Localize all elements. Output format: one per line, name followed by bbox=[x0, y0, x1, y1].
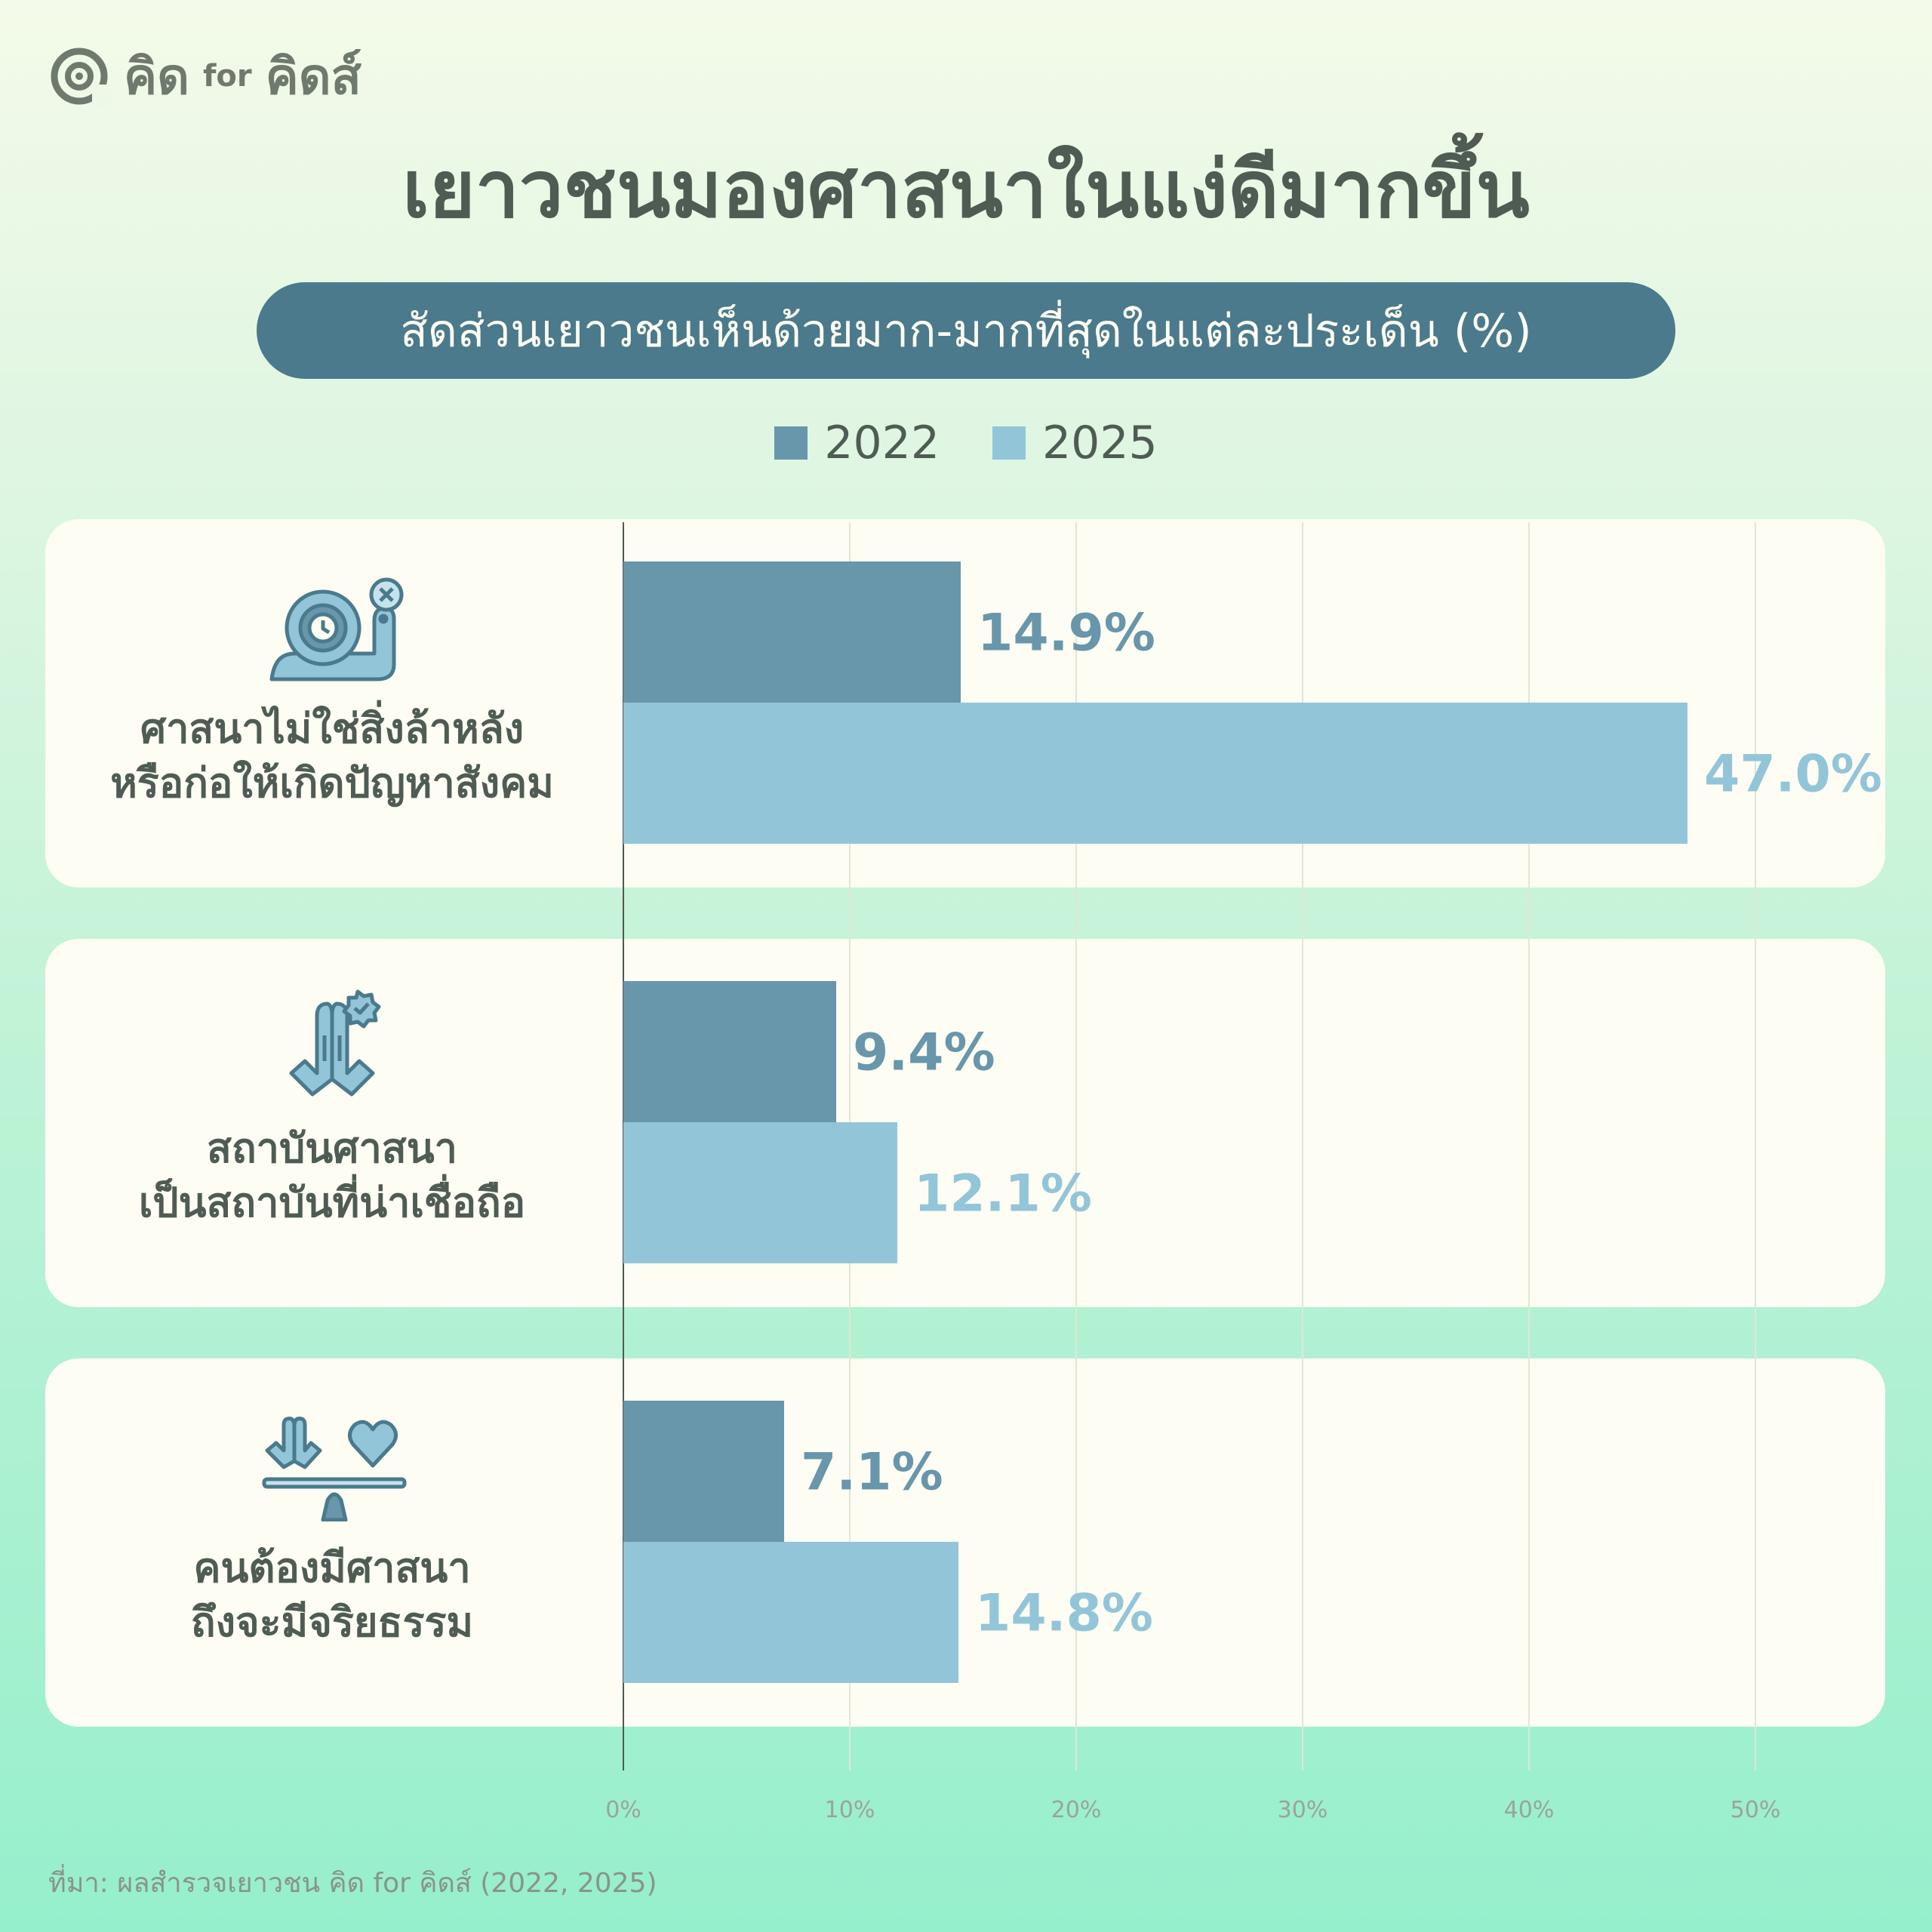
category-label-2-line1: สถาบันศาสนา bbox=[207, 1124, 457, 1172]
bar-2025-cat2 bbox=[623, 1122, 897, 1263]
data-label-2022-cat1: 14.9% bbox=[977, 604, 1155, 663]
category-label-1: ศาสนาไม่ใช่สิ่งล้าหลัง หรือก่อให้เกิดปัญ… bbox=[45, 702, 619, 811]
category-label-2: สถาบันศาสนา เป็นสถาบันที่น่าเชื่อถือ bbox=[45, 1121, 619, 1231]
category-label-2-line2: เป็นสถาบันที่น่าเชื่อถือ bbox=[138, 1179, 526, 1227]
brand-name-2: คิดส์ bbox=[265, 47, 361, 106]
legend-item-2025: 2025 bbox=[992, 417, 1158, 469]
bar-2025-cat3 bbox=[623, 1542, 958, 1683]
brand-name: คิด bbox=[124, 47, 190, 106]
category-label-1-line2: หรือก่อให้เกิดปัญหาสังคม bbox=[110, 759, 554, 808]
x-tick-label: 0% bbox=[605, 1797, 641, 1823]
brand-logo: คิด for คิดส์ bbox=[48, 42, 361, 110]
x-tick-label: 10% bbox=[825, 1797, 875, 1823]
category-panel-3 bbox=[45, 1358, 1885, 1727]
subtitle-pill: สัดส่วนเยาวชนเห็นด้วยมาก-มากที่สุดในแต่ล… bbox=[257, 282, 1675, 379]
bar-2022-cat3 bbox=[623, 1401, 784, 1542]
data-label-2022-cat2: 9.4% bbox=[853, 1023, 995, 1083]
x-tick-label: 30% bbox=[1278, 1797, 1328, 1823]
data-label-2022-cat3: 7.1% bbox=[801, 1443, 943, 1503]
legend-item-2022: 2022 bbox=[774, 417, 940, 469]
praying-hands-badge-icon bbox=[289, 989, 381, 1097]
data-label-2025-cat1: 47.0% bbox=[1704, 745, 1882, 804]
bar-2022-cat2 bbox=[623, 981, 836, 1122]
category-label-1-line1: ศาสนาไม่ใช่สิ่งล้าหลัง bbox=[140, 705, 525, 752]
page-title: เยาวชนมองศาสนาในแง่ดีมากขึ้น bbox=[402, 143, 1530, 235]
bar-2022-cat1 bbox=[623, 561, 961, 703]
legend-swatch-2022 bbox=[774, 426, 808, 460]
category-label-3-line1: คนต้องมีศาสนา bbox=[193, 1544, 471, 1592]
legend-label-2025: 2025 bbox=[1042, 417, 1158, 469]
brand-for: for bbox=[203, 59, 252, 94]
praying-hands-heart-scale-icon bbox=[262, 1417, 407, 1521]
x-tick-label: 50% bbox=[1730, 1797, 1781, 1823]
subtitle: สัดส่วนเยาวชนเห็นด้วยมาก-มากที่สุดในแต่ล… bbox=[400, 304, 1532, 358]
category-label-3: คนต้องมีศาสนา ถึงจะมีจริยธรรม bbox=[45, 1541, 619, 1651]
source-note: ที่มา: ผลสำรวจเยาวชน คิด for คิดส์ (2022… bbox=[48, 1868, 657, 1899]
x-tick-label: 20% bbox=[1051, 1797, 1102, 1823]
legend-label-2022: 2022 bbox=[824, 417, 940, 469]
brand-mark-icon bbox=[51, 48, 110, 107]
data-label-2025-cat2: 12.1% bbox=[914, 1164, 1092, 1224]
category-label-3-line2: ถึงจะมีจริยธรรม bbox=[190, 1598, 474, 1647]
legend-swatch-2025 bbox=[992, 426, 1026, 460]
data-label-2025-cat3: 14.8% bbox=[975, 1584, 1153, 1644]
bar-2025-cat1 bbox=[623, 703, 1687, 844]
x-tick-label: 40% bbox=[1504, 1797, 1555, 1823]
snail-clock-icon bbox=[269, 577, 404, 681]
legend: 2022 2025 bbox=[0, 417, 1932, 469]
